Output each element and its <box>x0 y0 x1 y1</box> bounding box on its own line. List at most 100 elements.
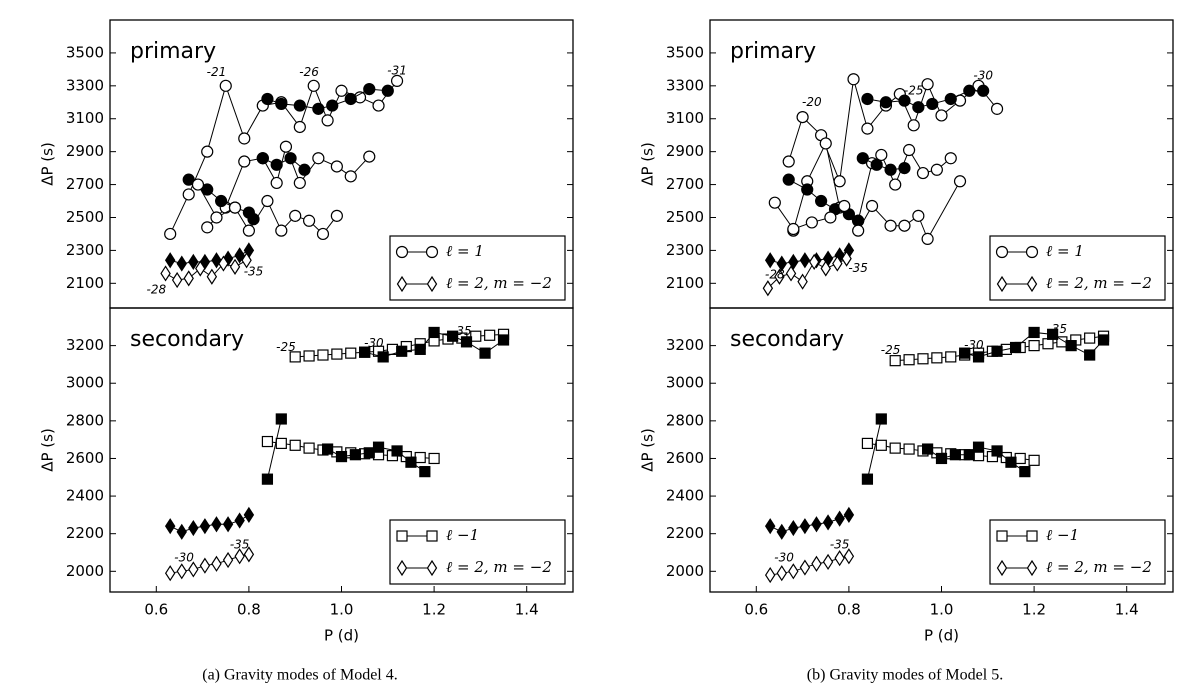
marker-circle <box>228 201 242 214</box>
y-tick-label: 2400 <box>666 487 704 505</box>
marker-diamond <box>243 506 255 523</box>
legend-box <box>989 519 1166 585</box>
y-tick-label: 2800 <box>66 411 104 429</box>
marker-square <box>1097 334 1110 346</box>
annotation: -28 <box>146 282 166 296</box>
panel-title: primary <box>130 39 216 64</box>
legend-marker <box>396 530 408 542</box>
marker-square <box>1042 338 1054 350</box>
marker-diamond <box>764 518 776 535</box>
marker-circle <box>875 148 888 162</box>
marker-circle <box>953 175 967 188</box>
marker-square <box>303 442 315 454</box>
marker-circle <box>856 152 869 165</box>
marker-diamond <box>776 255 787 272</box>
marker-diamond <box>234 247 245 264</box>
marker-diamond <box>199 557 211 574</box>
annotation: -35 <box>452 324 472 338</box>
annotation: -26 <box>299 65 319 79</box>
marker-circle <box>316 227 330 241</box>
marker-circle <box>884 163 897 176</box>
y-tick-label: 2200 <box>666 524 704 542</box>
marker-circle <box>210 211 223 224</box>
marker-diamond <box>808 253 820 271</box>
marker-circle <box>219 79 232 92</box>
marker-square <box>875 439 887 451</box>
legend-label: ℓ = 2, m = −2 <box>446 274 552 292</box>
marker-square <box>963 449 975 461</box>
marker-diamond <box>234 548 245 565</box>
marker-diamond <box>811 516 822 533</box>
legend-marker <box>426 530 438 542</box>
marker-square <box>414 343 426 355</box>
marker-diamond <box>764 252 776 269</box>
marker-circle <box>261 92 274 106</box>
marker-square <box>345 347 357 359</box>
y-axis-label: ΔP (s) <box>39 428 57 472</box>
marker-square <box>289 351 301 363</box>
marker-diamond <box>832 255 843 272</box>
legend-marker <box>425 245 439 259</box>
marker-circle <box>363 83 376 96</box>
marker-square <box>419 466 431 478</box>
marker-diamond <box>199 518 211 535</box>
marker-square <box>335 450 348 463</box>
marker-diamond <box>834 510 845 527</box>
marker-diamond <box>764 566 776 584</box>
marker-diamond <box>834 550 845 567</box>
legend-marker <box>395 245 409 259</box>
marker-circle <box>884 219 897 232</box>
marker-circle <box>302 214 316 227</box>
marker-circle <box>805 216 818 229</box>
annotation: -25 <box>881 343 901 357</box>
marker-circle <box>944 152 957 165</box>
caption: (a) Gravity modes of Model 4. <box>202 667 398 684</box>
marker-square <box>903 354 915 366</box>
annotation: -35 <box>1047 322 1067 336</box>
legend-marker <box>996 275 1008 293</box>
marker-square <box>959 347 971 359</box>
legend-label: ℓ = 2, m = −2 <box>1046 274 1152 292</box>
legend-box <box>389 235 566 301</box>
legend-label: ℓ −1 <box>446 526 479 544</box>
marker-square <box>1019 466 1031 478</box>
annotation: -31 <box>387 64 407 78</box>
marker-circle <box>261 194 274 208</box>
marker-diamond <box>785 265 797 282</box>
marker-square <box>1014 452 1026 465</box>
marker-diamond <box>788 253 799 271</box>
marker-square <box>917 353 929 365</box>
y-tick-label: 3300 <box>666 76 704 94</box>
y-tick-label: 2000 <box>66 562 104 580</box>
marker-square <box>331 348 343 360</box>
series-line <box>792 141 952 231</box>
x-tick-label: 1.2 <box>422 601 446 619</box>
y-tick-label: 2700 <box>66 175 104 193</box>
marker-square <box>1009 341 1022 354</box>
legend-marker <box>396 559 408 577</box>
marker-circle <box>768 196 781 209</box>
marker-circle <box>238 132 251 145</box>
y-axis-label: ΔP (s) <box>639 428 657 472</box>
marker-circle <box>815 194 828 208</box>
annotation: -21 <box>207 65 227 79</box>
marker-diamond <box>774 268 785 285</box>
x-tick-label: 0.8 <box>837 601 861 619</box>
y-tick-label: 3100 <box>66 109 104 127</box>
marker-square <box>922 443 934 455</box>
marker-circle <box>372 99 385 112</box>
y-tick-label: 2300 <box>666 241 704 259</box>
marker-circle <box>782 155 795 168</box>
marker-square <box>861 473 874 485</box>
marker-square <box>931 352 943 364</box>
marker-circle <box>201 145 214 158</box>
marker-circle <box>344 170 357 183</box>
legend-marker <box>396 275 408 293</box>
marker-circle <box>870 158 883 171</box>
annotation: -30 <box>174 551 194 565</box>
marker-circle <box>898 219 911 232</box>
marker-square <box>372 441 385 453</box>
panel-title: primary <box>730 39 816 64</box>
legend-box <box>989 235 1166 301</box>
marker-diamond <box>176 563 187 580</box>
